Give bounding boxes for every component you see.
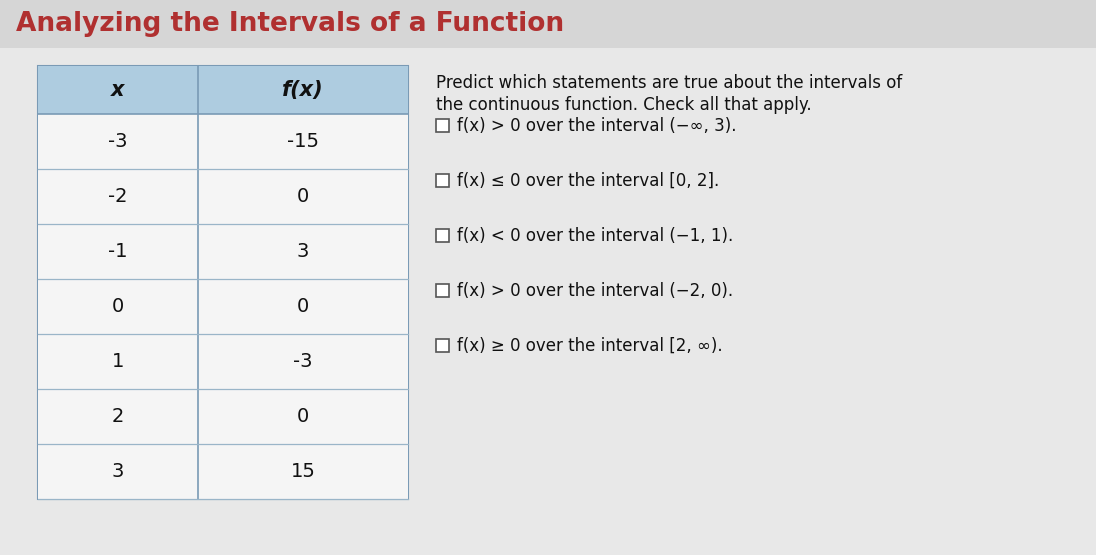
Text: -3: -3: [294, 352, 312, 371]
Bar: [38, 224, 408, 279]
Text: f(x) > 0 over the interval (−2, 0).: f(x) > 0 over the interval (−2, 0).: [457, 281, 733, 300]
Bar: [38, 334, 408, 389]
Text: 3: 3: [297, 242, 309, 261]
Text: f(x) ≥ 0 over the interval [2, ∞).: f(x) ≥ 0 over the interval [2, ∞).: [457, 336, 722, 355]
Text: 0: 0: [297, 297, 309, 316]
Text: -3: -3: [109, 132, 128, 151]
Bar: [436, 119, 449, 132]
Text: Analyzing the Intervals of a Function: Analyzing the Intervals of a Function: [16, 11, 564, 37]
Text: 2: 2: [112, 407, 124, 426]
Text: 15: 15: [290, 462, 316, 481]
Text: f(x) ≤ 0 over the interval [0, 2].: f(x) ≤ 0 over the interval [0, 2].: [457, 171, 719, 190]
Text: 0: 0: [297, 407, 309, 426]
Text: 3: 3: [112, 462, 124, 481]
Bar: [436, 284, 449, 297]
Text: 0: 0: [297, 187, 309, 206]
Text: -2: -2: [109, 187, 128, 206]
Bar: [38, 169, 408, 224]
Bar: [38, 279, 408, 334]
Text: 1: 1: [112, 352, 124, 371]
Bar: [38, 114, 408, 169]
Bar: [436, 339, 449, 352]
Bar: [38, 66, 408, 499]
Text: f(x): f(x): [282, 80, 323, 100]
Text: 0: 0: [112, 297, 124, 316]
Text: -1: -1: [109, 242, 128, 261]
Bar: [0, 0, 1096, 48]
Text: the continuous function. Check all that apply.: the continuous function. Check all that …: [436, 95, 812, 114]
Text: Predict which statements are true about the intervals of: Predict which statements are true about …: [436, 74, 902, 92]
Bar: [436, 174, 449, 187]
Text: f(x) < 0 over the interval (−1, 1).: f(x) < 0 over the interval (−1, 1).: [457, 226, 733, 245]
Text: f(x) > 0 over the interval (−∞, 3).: f(x) > 0 over the interval (−∞, 3).: [457, 117, 737, 135]
Text: -15: -15: [287, 132, 319, 151]
Bar: [38, 444, 408, 499]
Bar: [436, 229, 449, 242]
Bar: [38, 389, 408, 444]
Bar: [38, 66, 408, 114]
Text: x: x: [112, 80, 125, 100]
